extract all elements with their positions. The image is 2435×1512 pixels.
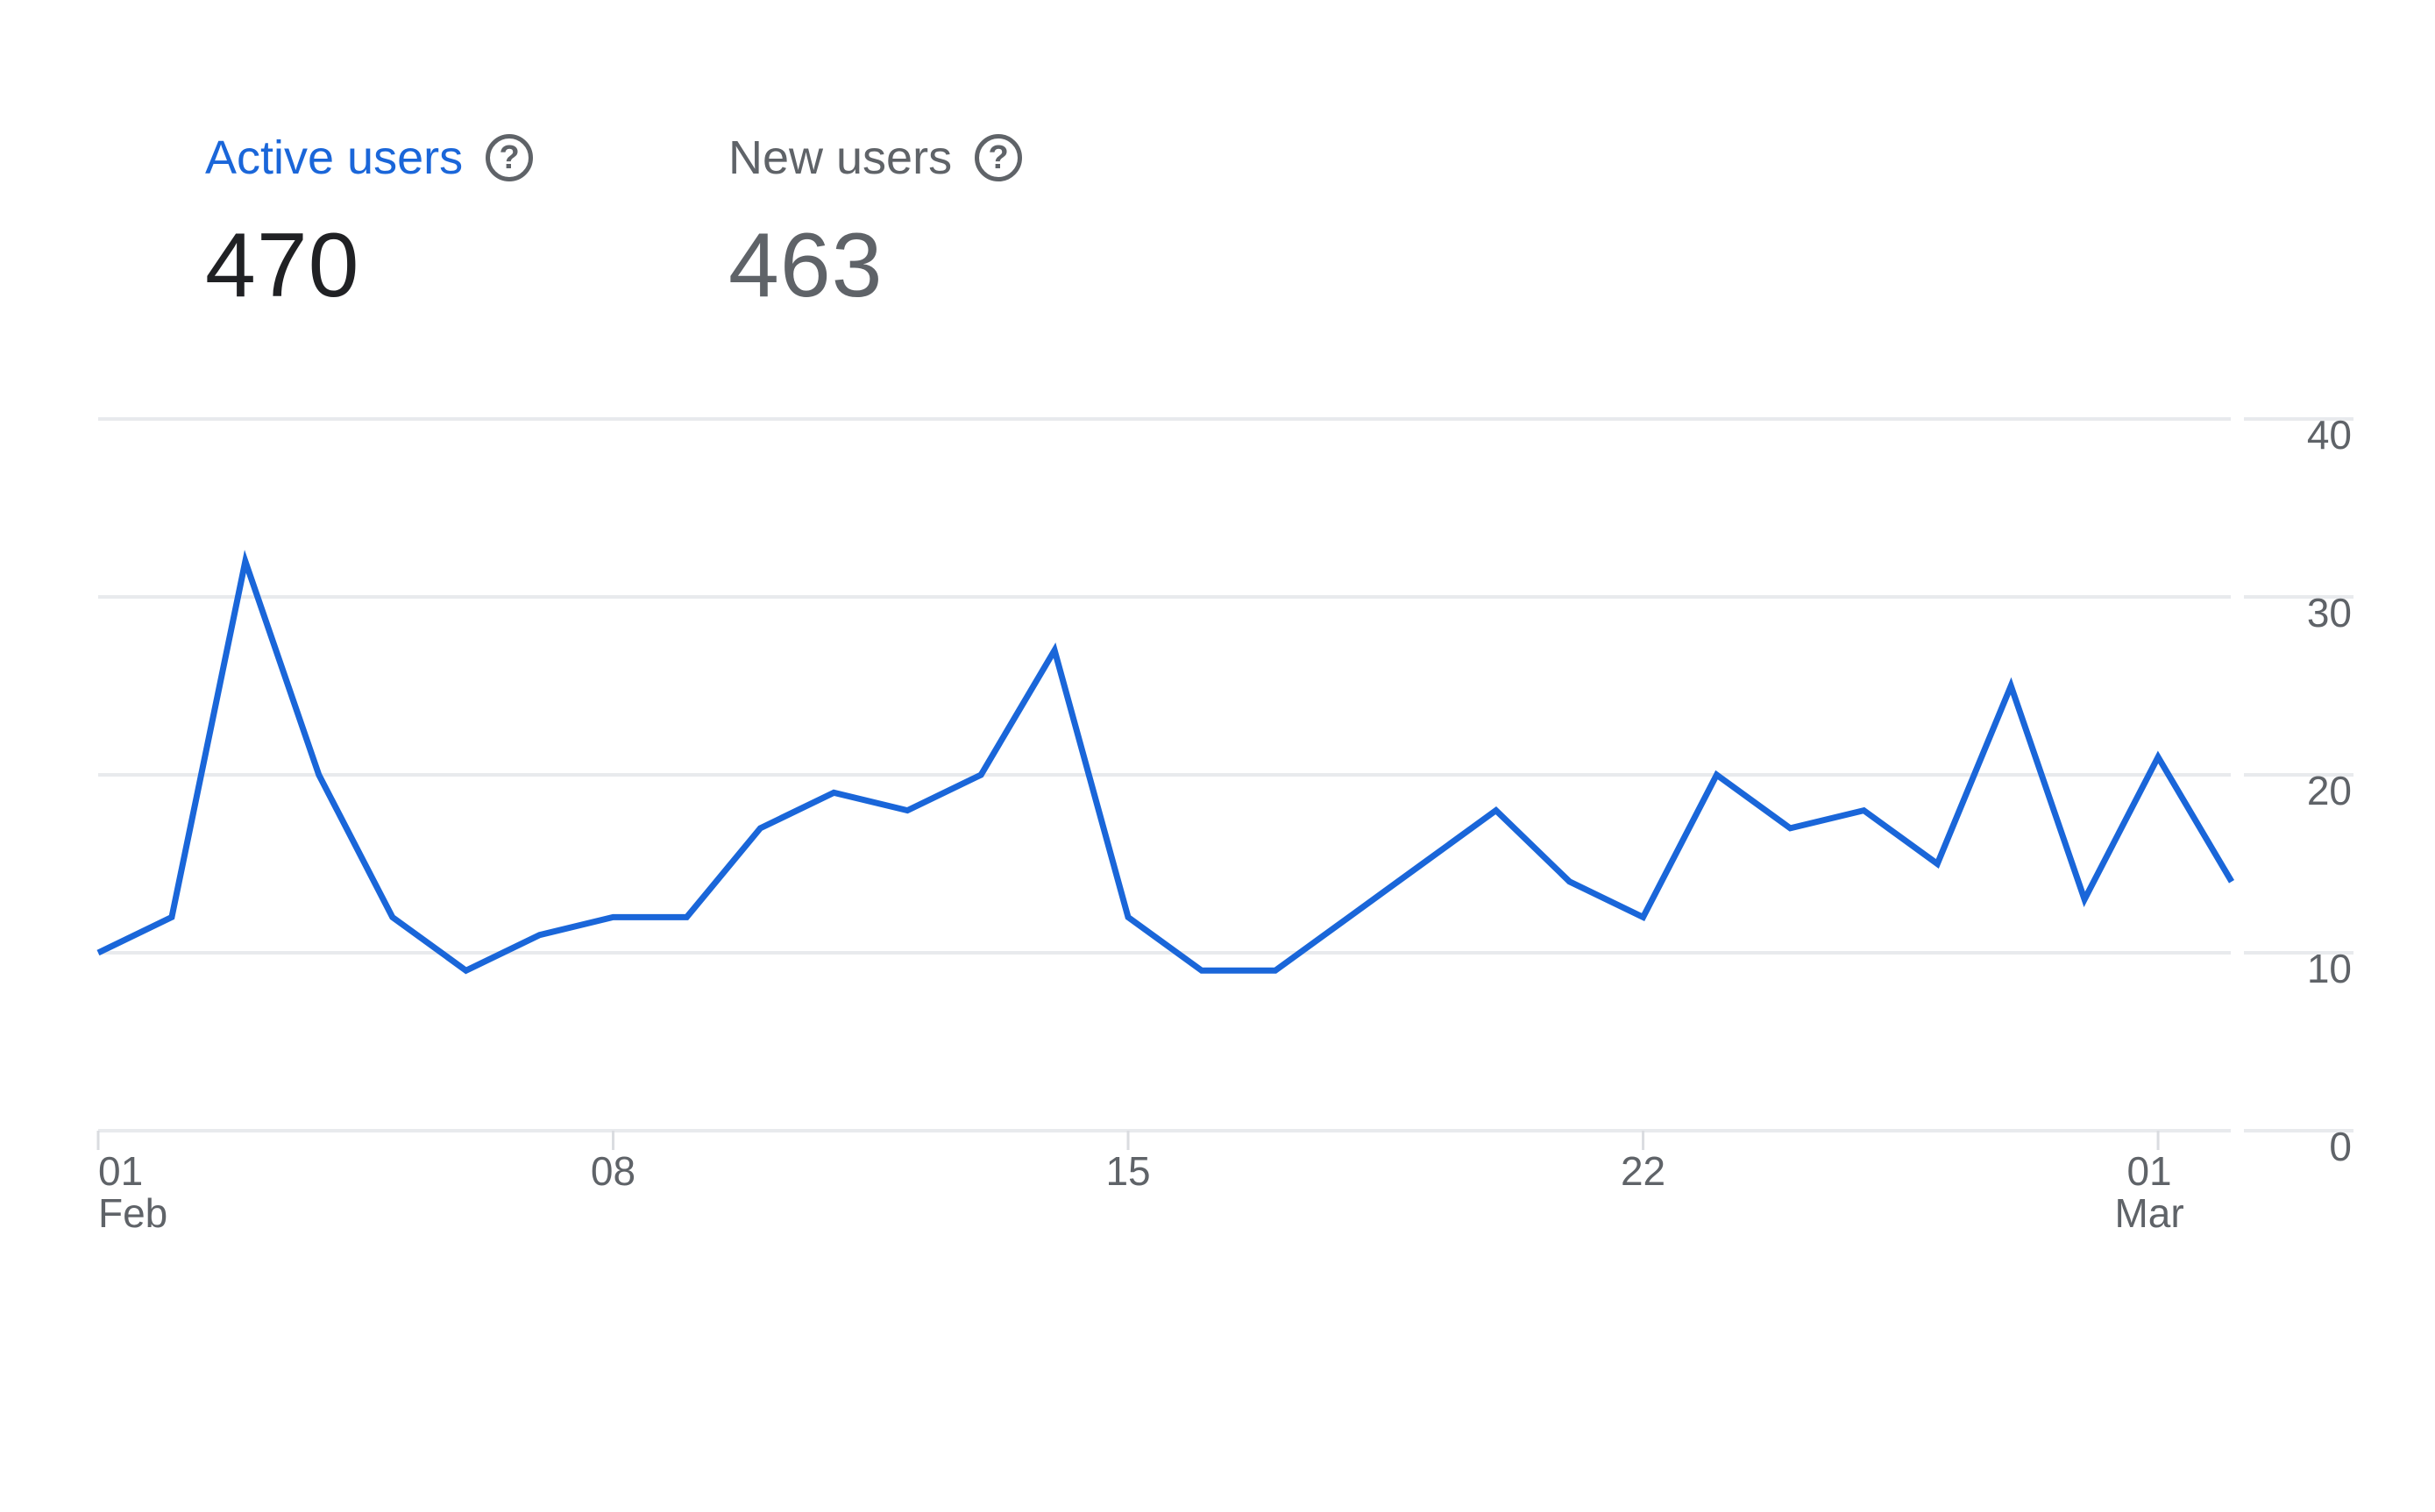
y-tick-label: 20 <box>2307 768 2352 813</box>
metric-label: Active users <box>205 131 464 184</box>
y-tick-label: 0 <box>2329 1124 2352 1169</box>
x-tick-day: 08 <box>591 1148 635 1194</box>
x-tick-day: 01 <box>2126 1148 2171 1194</box>
metric-new-users[interactable]: New users? 463 <box>728 123 1023 318</box>
metric-value: 470 <box>205 215 360 316</box>
x-tick-day: 15 <box>1105 1148 1150 1194</box>
x-tick-month: Mar <box>2114 1190 2183 1236</box>
help-circle-icon[interactable]: ? <box>486 134 534 181</box>
y-tick-label: 40 <box>2307 412 2352 458</box>
y-tick-label: 30 <box>2307 590 2352 635</box>
x-tick-day: 22 <box>1621 1148 1665 1194</box>
metric-active-users[interactable]: Active users? 470 <box>205 123 534 318</box>
series-line-active-users <box>96 550 2235 975</box>
x-tick-day: 01 <box>98 1148 143 1194</box>
help-circle-icon[interactable]: ? <box>975 134 1023 181</box>
y-tick-label: 10 <box>2307 946 2352 991</box>
metric-value: 463 <box>728 215 884 316</box>
metric-label: New users <box>728 131 953 184</box>
x-tick-month: Feb <box>98 1190 167 1236</box>
